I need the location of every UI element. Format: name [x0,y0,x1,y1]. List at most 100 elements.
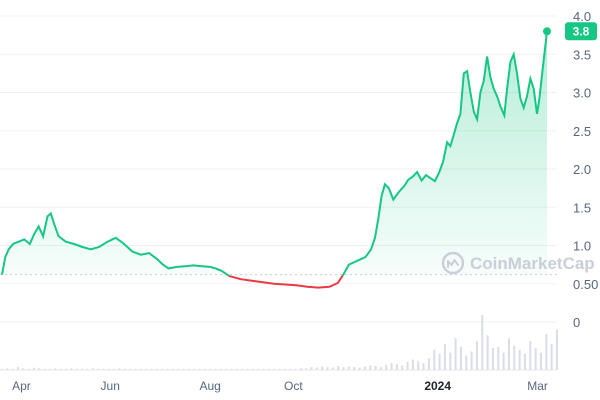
volume-bar [81,368,84,370]
volume-bar [6,368,9,370]
volume-bar [102,368,105,370]
volume-bar [22,368,25,370]
x-axis-ticks: Apr Jun Aug Oct 2024 Mar [12,379,548,393]
volume-bar [438,353,441,370]
y-tick-label: 2.0 [573,162,591,177]
volume-bar [262,368,265,370]
volume-bar [299,368,302,370]
volume-bar [545,334,548,370]
watermark-text: CoinMarketCap [470,254,595,273]
watermark: CoinMarketCap [441,251,595,275]
volume-bar [305,368,308,370]
volume-bar [358,367,361,370]
volume-bar [337,365,340,370]
volume-bar [427,358,430,370]
volume-bar [155,368,158,370]
volume-bar [219,368,222,370]
volume-bar [150,368,153,370]
volume-bar [518,349,521,370]
volume-bar [539,352,542,370]
volume-bar [406,361,409,370]
price-area-fill [2,31,547,276]
volume-bar [187,368,190,370]
current-price-badge-bg [565,22,597,41]
volume-bar [289,368,292,370]
volume-bar [123,368,126,370]
volume-bar [267,368,270,370]
volume-bar [107,368,110,370]
volume-bar [113,368,116,370]
volume-bar [310,367,313,370]
volume-bar [395,364,398,370]
y-tick-label: 4.0 [573,9,591,24]
x-tick-label: Apr [12,379,31,393]
y-tick-label: 0.50 [573,277,598,292]
x-tick-label: Mar [527,379,548,393]
x-tick-label: Oct [284,379,303,393]
volume-bar [257,368,260,370]
volume-bar [321,366,324,370]
volume-bar [161,368,164,370]
volume-bar [331,367,334,370]
volume-bar [145,368,148,370]
volume-bar [443,343,446,370]
volume-bar [118,368,121,370]
x-tick-label: Jun [101,379,120,393]
volume-bar [417,361,420,370]
volume-bar [193,368,196,370]
volume-bar [49,368,52,370]
volume-bar [353,367,356,370]
volume-bar [556,329,558,370]
volume-bar [550,343,553,370]
volume-bar [433,349,436,370]
volume-bar [459,346,462,370]
volume-bar [486,335,489,370]
volume-bar [385,364,388,370]
volume-bar [54,368,57,370]
volume-bar [273,368,276,370]
volume-bar [182,368,185,370]
volume-bar [129,368,132,370]
volume-bar [251,368,254,370]
volume-bar [225,368,228,370]
volume-bar [278,368,281,370]
volume-bar [390,363,393,370]
volume-bar [65,368,68,370]
volume-bar [475,341,478,370]
volume-bar [214,368,217,370]
volume-bar [235,368,238,370]
current-price-label: 3.8 [573,24,590,38]
volume-bar [315,367,318,370]
volume-bar [203,368,206,370]
volume-bar [481,315,484,370]
current-price-dot [543,27,552,36]
y-tick-label: 0 [573,315,580,330]
volume-bar [449,352,452,370]
x-tick-label: Aug [199,379,220,393]
volume-bar [502,352,505,370]
volume-bar [86,368,89,370]
volume-bar [11,368,14,370]
volume-bar [523,353,526,370]
volume-bar [363,366,366,370]
volume-bar [326,367,329,370]
volume-bar [1,368,3,370]
volume-bar [97,368,100,370]
volume-bar [470,351,473,370]
volume-bar [507,338,510,370]
volume-bar [454,338,457,370]
volume-bar [294,368,297,370]
grid-lines [0,15,557,371]
volume-bar [27,368,30,370]
volume-bar [171,368,174,370]
current-price-badge: 3.8 [565,22,597,41]
volume-bar [497,346,500,370]
volume-bar [59,368,62,370]
y-tick-label: 2.5 [573,124,591,139]
volume-bar [43,368,46,370]
volume-bar [17,367,20,370]
volume-bar [465,355,468,370]
volume-bar [401,365,404,370]
